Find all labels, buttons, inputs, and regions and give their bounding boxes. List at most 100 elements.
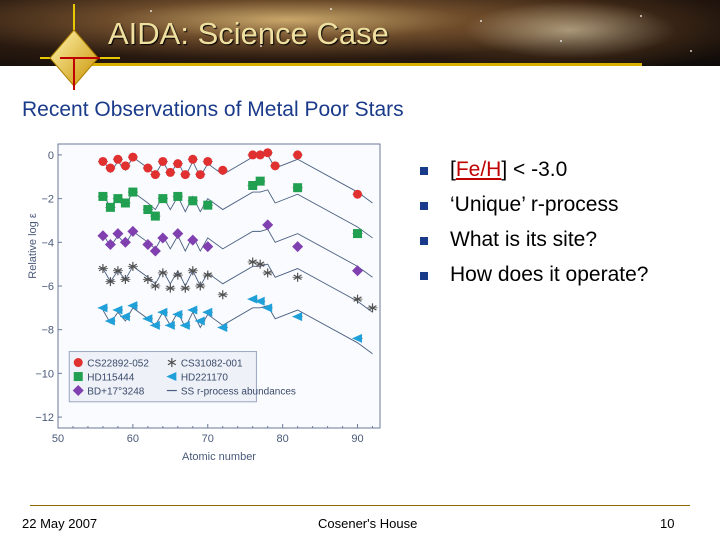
- data-point: [173, 159, 183, 169]
- data-point: [105, 202, 115, 212]
- data-point: [173, 270, 183, 280]
- data-point: [254, 296, 265, 306]
- feh-highlight: Fe/H: [455, 158, 502, 181]
- data-point: [255, 259, 265, 269]
- data-point: [149, 245, 161, 257]
- data-point: [151, 281, 160, 291]
- slide-title: AIDA: Science Case: [108, 16, 389, 51]
- square-bullet-icon: [420, 272, 428, 280]
- abundance-chart: 50 60 70 80 90 0 −2 −4 −6 −8 −10 −12 Atomic number Re…: [27, 130, 398, 466]
- data-point: [164, 320, 175, 330]
- data-point: [157, 307, 168, 317]
- data-point: [157, 232, 169, 244]
- data-point: [120, 198, 130, 208]
- data-point: [202, 307, 213, 317]
- data-point: [166, 283, 175, 293]
- abundance-chart-svg: 50 60 70 80 90 0 −2 −4 −6 −8 −10 −12 Atomic number Re…: [27, 143, 381, 463]
- footer-divider: [30, 505, 690, 506]
- data-point: [98, 191, 108, 201]
- data-point: [248, 181, 258, 191]
- data-point: [172, 309, 183, 319]
- data-point: [292, 312, 303, 322]
- star-dot: [260, 45, 262, 47]
- data-point: [113, 154, 123, 164]
- star-dot: [690, 50, 692, 52]
- data-point: [127, 301, 138, 311]
- data-point: [158, 156, 168, 166]
- slide-subtitle: Recent Observations of Metal Poor Stars: [22, 98, 404, 121]
- data-point: [255, 176, 265, 186]
- data-point: [128, 261, 138, 271]
- data-point: [113, 194, 123, 204]
- footer-date: 22 May 2007: [22, 516, 98, 531]
- data-point: [262, 219, 274, 231]
- data-point: [173, 191, 183, 201]
- data-point: [188, 196, 198, 206]
- data-point: [150, 211, 160, 221]
- data-point: [166, 372, 177, 382]
- y-tick-label: 0: [48, 150, 54, 162]
- y-tick-label: −12: [35, 412, 54, 424]
- square-bullet-icon: [420, 167, 428, 175]
- bullet-text: How does it operate?: [450, 263, 649, 286]
- data-point: [353, 189, 363, 199]
- footer-venue: Cosener's House: [318, 516, 418, 531]
- legend-label: HD115444: [87, 373, 135, 384]
- legend-label: CS22892-052: [87, 359, 149, 370]
- header-banner: [0, 0, 720, 66]
- nebula-glow: [420, 0, 720, 66]
- y-tick-label: −10: [35, 368, 54, 380]
- square-bullet-icon: [420, 237, 428, 245]
- data-point: [181, 283, 190, 293]
- data-point: [128, 152, 138, 162]
- x-axis-label: Atomic number: [182, 451, 256, 463]
- x-tick-label: 70: [202, 433, 214, 445]
- data-point: [120, 161, 130, 171]
- data-point: [143, 274, 153, 284]
- data-point: [353, 229, 363, 239]
- bullet-text: [Fe/H] < -3.0: [450, 158, 567, 182]
- y-tick-label: −6: [41, 281, 54, 293]
- data-point: [195, 170, 205, 180]
- data-point: [143, 205, 153, 215]
- data-point: [293, 272, 302, 282]
- data-point: [255, 150, 265, 160]
- legend-label: CS31082-001: [181, 359, 243, 370]
- star-dot: [560, 40, 562, 42]
- bullet-suffix: ] < -3.0: [501, 158, 568, 181]
- data-point: [142, 314, 153, 324]
- data-point: [217, 323, 228, 333]
- x-tick-label: 90: [351, 433, 363, 445]
- data-point: [196, 281, 205, 291]
- data-point: [98, 264, 108, 274]
- data-point: [270, 161, 280, 171]
- y-axis-label: Relative log ε: [28, 213, 39, 279]
- data-point: [353, 294, 362, 304]
- data-point: [97, 303, 108, 313]
- star-dot: [150, 10, 152, 12]
- diamond-star-logo: [40, 4, 120, 90]
- data-point: [263, 268, 272, 278]
- data-point: [97, 230, 109, 242]
- data-point: [104, 238, 116, 250]
- data-point: [368, 303, 377, 313]
- y-tick-label: −8: [41, 325, 54, 337]
- data-point: [352, 333, 363, 343]
- x-tick-label: 60: [127, 433, 139, 445]
- star-dot: [640, 15, 642, 17]
- data-point: [248, 257, 257, 267]
- data-point: [167, 358, 177, 368]
- data-point: [143, 163, 153, 173]
- data-point: [142, 238, 154, 250]
- legend-box: [68, 351, 257, 403]
- data-point: [180, 170, 190, 180]
- data-point: [112, 305, 123, 315]
- data-point: [73, 358, 83, 368]
- data-point: [98, 156, 108, 166]
- data-point: [218, 290, 227, 300]
- data-point: [293, 150, 303, 160]
- data-point: [119, 236, 131, 248]
- legend-label: BD+17°3248: [87, 387, 145, 398]
- legend-label: HD221170: [181, 373, 229, 384]
- data-point: [73, 372, 83, 382]
